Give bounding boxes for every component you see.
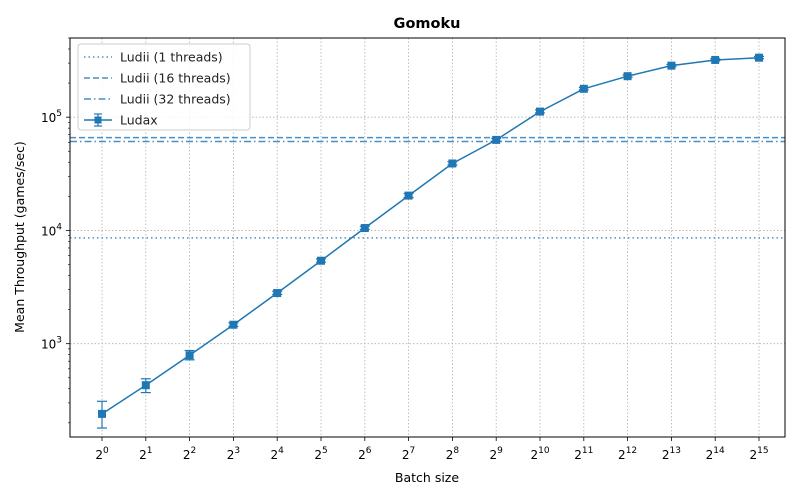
data-point [141,381,150,390]
legend-swatch-marker [94,116,102,124]
x-tick-label: 28 [446,446,460,462]
legend-entry-label: Ludii (32 threads) [120,92,231,107]
chart-title: Gomoku [394,16,461,32]
data-point [536,107,544,116]
x-tick-label: 210 [530,446,549,462]
x-tick-label: 27 [402,446,415,462]
data-point [579,84,588,93]
x-tick-label: 20 [95,446,109,462]
x-tick-label: 211 [574,446,593,462]
data-point [229,320,238,329]
legend-entry-label: Ludii (16 threads) [120,71,231,86]
data-point [492,135,501,144]
data-point [711,55,720,64]
reference-lines [70,136,785,239]
x-tick-label: 22 [183,446,196,462]
legend-entry-label: Ludii (1 threads) [120,50,223,65]
y-tick-label: 103 [41,336,62,352]
data-point [404,191,413,200]
data-point [185,351,194,360]
y-tick-label: 105 [41,109,62,125]
data-point [317,256,325,265]
legend-entry-label: Ludax [120,113,158,128]
x-tick-label: 213 [662,446,681,462]
x-tick-label: 29 [490,446,504,462]
x-tick-label: 24 [271,446,285,462]
data-point [360,224,369,233]
x-axis-label: Batch size [395,470,459,485]
x-tick-label: 25 [314,446,327,462]
data-point [273,289,282,298]
data-point [755,53,763,62]
legend-box [77,43,251,131]
data-point [667,61,676,70]
x-tick-label: 212 [618,446,637,462]
y-axis-label: Mean Throughput (games/sec) [12,141,27,333]
y-tick-label: 104 [41,222,62,238]
legend: Ludii (1 threads) Ludii (16 threads) Ludii… [77,43,251,131]
x-tick-label: 23 [227,446,240,462]
x-tick-label: 21 [139,446,152,462]
plot-area-frame [69,37,786,438]
x-tick-label: 215 [749,446,768,462]
data-point [98,409,106,418]
x-tick-label: 214 [706,446,725,462]
x-tick-label: 26 [358,446,372,462]
data-point [448,159,457,168]
series-line [101,56,760,415]
axis-ticks: 20 21 22 23 24 25 26 27 28 29 210 211 212 213 214 215 10… [41,37,769,462]
data-point [623,72,632,81]
data-series [97,53,764,429]
